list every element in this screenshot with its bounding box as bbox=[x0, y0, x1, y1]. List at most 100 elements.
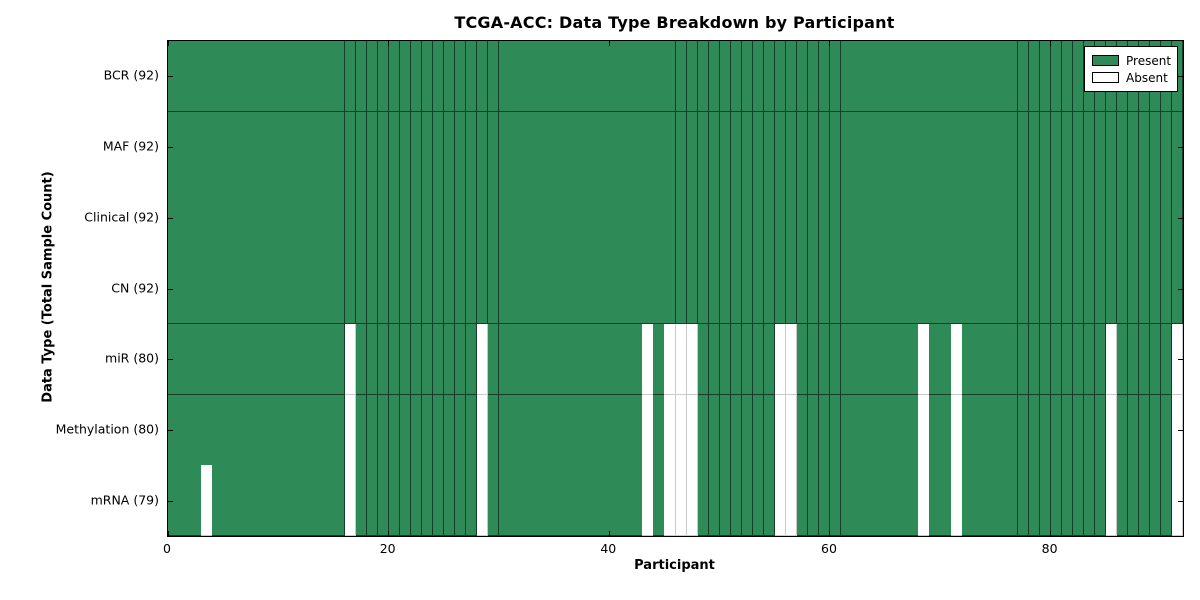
y-tick-label: Methylation (80) bbox=[55, 421, 159, 437]
matrix-cell bbox=[344, 111, 357, 183]
matrix-cell bbox=[796, 41, 809, 113]
matrix-cell bbox=[885, 182, 897, 254]
x-tick-mark bbox=[608, 41, 610, 46]
matrix-cell bbox=[366, 253, 379, 325]
matrix-cell bbox=[708, 323, 721, 396]
matrix-cell bbox=[554, 41, 566, 113]
matrix-cell bbox=[1061, 323, 1074, 396]
matrix-cell bbox=[840, 394, 853, 466]
matrix-cell bbox=[874, 253, 886, 325]
matrix-cell bbox=[852, 253, 864, 325]
matrix-cell bbox=[697, 41, 710, 113]
matrix-cell bbox=[476, 41, 489, 113]
matrix-cell bbox=[719, 182, 732, 254]
matrix-cell bbox=[576, 41, 588, 113]
matrix-cell bbox=[1050, 465, 1063, 537]
matrix-cell bbox=[432, 323, 445, 396]
matrix-cell bbox=[818, 182, 831, 254]
matrix-cell bbox=[840, 253, 853, 325]
matrix-cell bbox=[829, 323, 842, 396]
matrix-cell bbox=[565, 465, 577, 537]
matrix-cell bbox=[1160, 394, 1173, 466]
matrix-cell bbox=[465, 465, 478, 537]
matrix-cell bbox=[498, 41, 511, 113]
matrix-cell bbox=[1028, 323, 1041, 396]
matrix-cell bbox=[907, 394, 919, 466]
matrix-cell bbox=[543, 465, 555, 537]
matrix-cell bbox=[896, 41, 908, 113]
matrix-cell bbox=[1039, 41, 1052, 113]
matrix-cell bbox=[421, 394, 434, 466]
matrix-cell bbox=[521, 465, 533, 537]
matrix-cell bbox=[587, 465, 599, 537]
matrix-cell bbox=[664, 323, 676, 396]
matrix-cell bbox=[918, 253, 930, 325]
matrix-cell bbox=[399, 41, 412, 113]
matrix-cell bbox=[377, 323, 390, 396]
matrix-cell bbox=[918, 465, 930, 537]
matrix-cell bbox=[675, 41, 688, 113]
matrix-cell bbox=[697, 182, 710, 254]
matrix-cell bbox=[212, 182, 224, 254]
matrix-cell bbox=[1127, 182, 1140, 254]
matrix-cell bbox=[620, 394, 632, 466]
matrix-cell bbox=[1160, 465, 1173, 537]
matrix-cell bbox=[201, 394, 213, 466]
matrix-cell bbox=[355, 465, 368, 537]
matrix-cell bbox=[410, 111, 423, 183]
matrix-cell bbox=[995, 394, 1007, 466]
matrix-cell bbox=[1127, 111, 1140, 183]
x-tick-mark bbox=[168, 531, 169, 536]
matrix-cell bbox=[1094, 323, 1107, 396]
matrix-cell bbox=[863, 41, 875, 113]
matrix-cell bbox=[829, 465, 842, 537]
matrix-cell bbox=[962, 41, 974, 113]
matrix-cell bbox=[940, 182, 952, 254]
matrix-cell bbox=[388, 182, 401, 254]
matrix-cell bbox=[201, 182, 213, 254]
matrix-cell bbox=[377, 253, 390, 325]
matrix-cell bbox=[510, 323, 522, 396]
matrix-cell bbox=[1028, 182, 1041, 254]
matrix-cell bbox=[973, 465, 985, 537]
x-tick-label: 80 bbox=[1041, 541, 1058, 556]
matrix-cell bbox=[443, 465, 456, 537]
matrix-cell bbox=[410, 182, 423, 254]
matrix-cell bbox=[631, 182, 643, 254]
matrix-cell bbox=[1094, 111, 1107, 183]
matrix-cell bbox=[543, 41, 555, 113]
matrix-cell bbox=[620, 465, 632, 537]
matrix-cell bbox=[278, 253, 290, 325]
x-tick-label: 0 bbox=[163, 541, 171, 556]
matrix-cell bbox=[465, 41, 478, 113]
matrix-cell bbox=[631, 323, 643, 396]
matrix-cell bbox=[829, 253, 842, 325]
matrix-cell bbox=[675, 323, 688, 396]
matrix-cell bbox=[1028, 41, 1041, 113]
matrix-cell bbox=[995, 111, 1007, 183]
matrix-cell bbox=[1083, 253, 1096, 325]
matrix-cell bbox=[278, 111, 290, 183]
matrix-cell bbox=[741, 111, 754, 183]
matrix-cell bbox=[532, 41, 544, 113]
matrix-cell bbox=[521, 323, 533, 396]
matrix-cell bbox=[432, 41, 445, 113]
matrix-cell bbox=[179, 465, 191, 537]
matrix-cell bbox=[598, 323, 610, 396]
matrix-cell bbox=[609, 394, 621, 466]
matrix-cell bbox=[344, 323, 357, 396]
matrix-cell bbox=[587, 41, 599, 113]
matrix-cell bbox=[796, 111, 809, 183]
matrix-cell bbox=[598, 394, 610, 466]
matrix-cell bbox=[510, 111, 522, 183]
matrix-cell bbox=[1039, 111, 1052, 183]
matrix-cell bbox=[476, 111, 489, 183]
matrix-cell bbox=[719, 323, 732, 396]
matrix-cell bbox=[267, 394, 279, 466]
matrix-cell bbox=[344, 41, 357, 113]
matrix-cell bbox=[223, 111, 235, 183]
matrix-cell bbox=[543, 111, 555, 183]
matrix-cell bbox=[763, 323, 776, 396]
matrix-cell bbox=[587, 253, 599, 325]
